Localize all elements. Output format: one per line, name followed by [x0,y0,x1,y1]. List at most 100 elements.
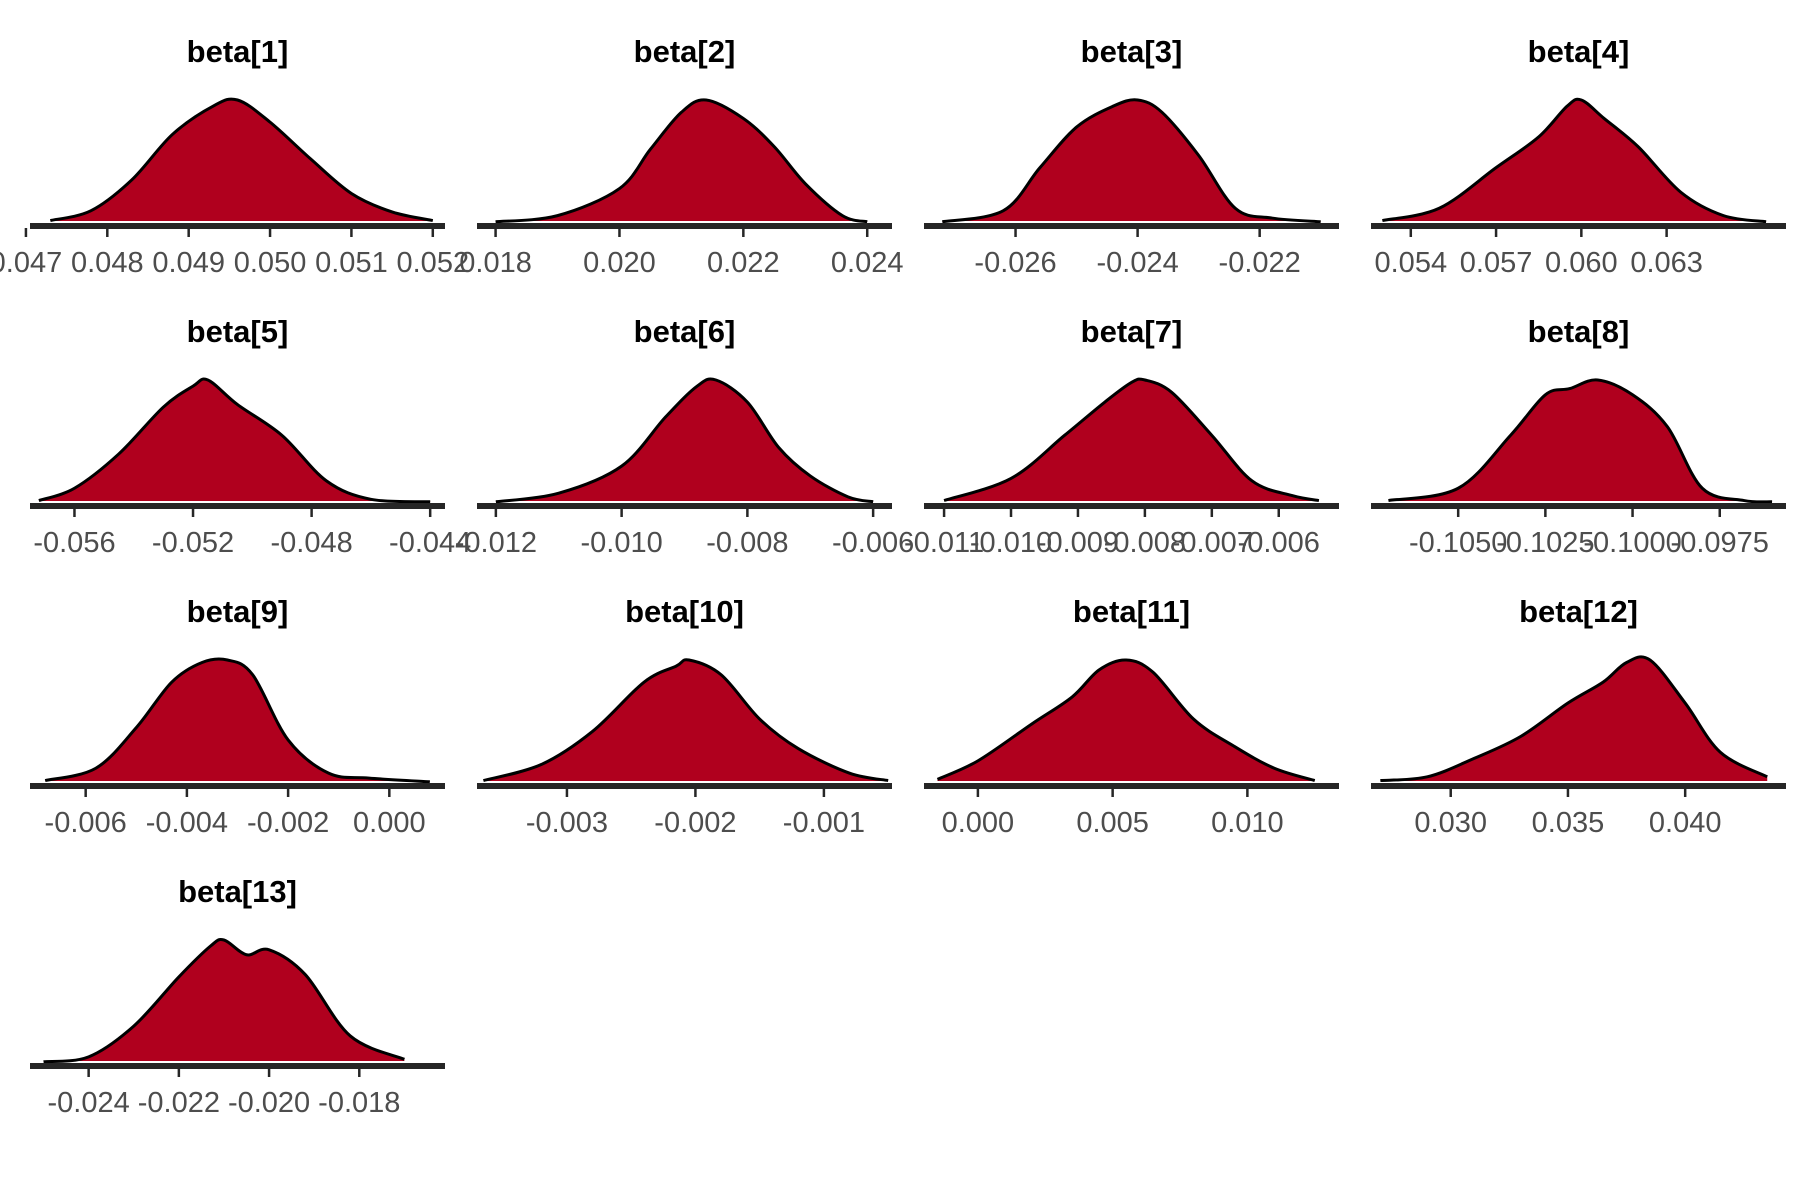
panel-title: beta[13] [178,874,297,909]
density-fill [50,99,433,221]
x-tick-label: 0.024 [831,247,904,279]
x-tick-label: -0.052 [152,527,234,559]
facet-panel: beta[7] -0.011-0.010-0.009-0.008-0.007-0.… [904,314,1339,559]
x-tick-label: -0.056 [33,527,115,559]
x-tick-label: -0.026 [974,247,1056,279]
density-fill [43,939,405,1062]
x-tick-label: -0.004 [146,807,228,839]
density-outline [1388,378,1773,504]
facet-panel: beta[8] -0.1050-0.1025-0.1000-0.0975 [1371,314,1786,559]
x-tick-label: 0.005 [1076,807,1149,839]
x-tick-label: -0.008 [1104,527,1186,559]
panel-title: beta[10] [625,594,744,629]
panel-title: beta[4] [1528,34,1630,69]
x-tick-label: -0.008 [706,527,788,559]
density-fill [495,378,874,502]
facet-panel: beta[4] 0.054 0.057 0.060 0.063 [1371,34,1786,279]
panel-title: beta[8] [1528,314,1630,349]
panel-title: beta[12] [1519,594,1638,629]
x-tick-label: -0.010 [970,527,1052,559]
facet-panel: beta[2] 0.018 0.020 0.022 0.024 [459,34,903,279]
x-tick-label: 0.047 [0,247,62,279]
x-tick-label: -0.009 [1037,527,1119,559]
density-outline [942,98,1321,224]
x-tick-label: -0.024 [48,1087,130,1119]
x-tick-label: -0.044 [389,527,471,559]
density-fill [1382,99,1767,222]
x-tick-label: -0.001 [783,807,865,839]
facet-panel: beta[12] 0.030 0.035 0.040 [1371,594,1786,839]
facet-panel: beta[3] -0.026 -0.024 -0.022 [924,34,1339,279]
panel-title: beta[2] [634,34,736,69]
x-tick-label: -0.018 [318,1087,400,1119]
x-tick-label: -0.022 [138,1087,220,1119]
density-outline [38,377,431,504]
x-tick-label: 0.020 [583,247,656,279]
facet-panel: beta[9] -0.006 -0.004 -0.002 0.000 [30,594,445,839]
density-outline [1380,655,1768,783]
x-tick-label: 0.022 [707,247,780,279]
facet-panel: beta[6] -0.012 -0.010 -0.008 -0.006 [455,314,915,559]
x-tick-label: -0.020 [228,1087,310,1119]
density-fill [1388,379,1773,502]
x-tick-label: -0.003 [526,807,608,839]
density-outline [495,377,874,504]
x-tick-label: 0.060 [1545,247,1618,279]
x-tick-label: -0.1000 [1583,527,1681,559]
density-outline [943,377,1320,503]
x-tick-label: -0.1050 [1409,527,1507,559]
x-tick-label: 0.057 [1460,247,1533,279]
x-tick-label: 0.040 [1649,807,1722,839]
panel-title: beta[5] [187,314,289,349]
density-outline [936,658,1316,782]
density-outline [43,937,405,1064]
panel-title: beta[6] [634,314,736,349]
density-outline [1382,97,1767,224]
x-tick-label: 0.054 [1375,247,1448,279]
x-tick-label: -0.006 [1238,527,1320,559]
x-tick-label: 0.051 [315,247,388,279]
x-tick-label: -0.0975 [1671,527,1769,559]
x-tick-label: 0.063 [1630,247,1703,279]
x-tick-label: -0.002 [654,807,736,839]
density-fill [942,99,1321,222]
x-tick-label: -0.012 [455,527,537,559]
density-fill [944,379,1319,501]
x-tick-label: 0.048 [71,247,144,279]
density-fill [483,659,889,781]
x-tick-label: -0.024 [1096,247,1178,279]
x-tick-label: 0.049 [152,247,225,279]
x-tick-label: -0.048 [270,527,352,559]
x-tick-label: -0.006 [45,807,127,839]
x-tick-label: 0.000 [353,807,426,839]
x-tick-label: -0.006 [832,527,914,559]
x-tick-label: 0.035 [1532,807,1605,839]
x-tick-label: -0.1025 [1496,527,1594,559]
density-outline [483,658,889,783]
density-outline [495,98,868,224]
x-tick-label: 0.010 [1211,807,1284,839]
x-tick-label: 0.030 [1414,807,1487,839]
density-outline [49,97,434,223]
density-fill [45,658,430,782]
facet-panel: beta[10] -0.003 -0.002 -0.001 [477,594,892,839]
x-tick-label: -0.002 [247,807,329,839]
x-tick-label: 0.052 [397,247,470,279]
x-tick-label: -0.010 [581,527,663,559]
x-tick-label: 0.000 [942,807,1015,839]
x-tick-label: -0.007 [1171,527,1253,559]
density-fill [38,379,431,502]
density-fill [1380,656,1768,781]
panel-title: beta[9] [187,594,289,629]
facet-panel: beta[5] -0.056 -0.052 -0.048 -0.044 [30,314,471,559]
x-tick-label: 0.050 [234,247,307,279]
density-fill [937,659,1315,781]
x-tick-label: -0.011 [904,527,984,559]
density-fill [495,99,868,222]
panel-title: beta[3] [1081,34,1183,69]
x-tick-label: -0.022 [1219,247,1301,279]
panel-title: beta[7] [1081,314,1183,349]
panel-title: beta[11] [1073,594,1190,629]
x-tick-label: 0.018 [459,247,532,279]
